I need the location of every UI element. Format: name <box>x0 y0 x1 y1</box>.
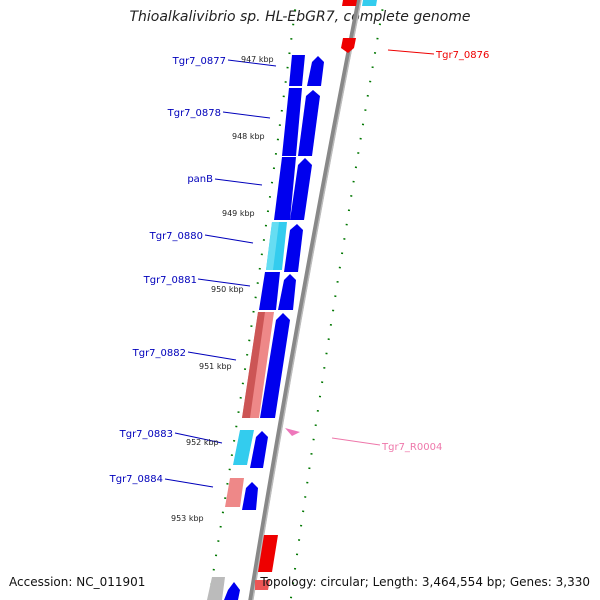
arrow-tgr7-0880 <box>284 224 303 272</box>
gene-block-tgr7-0876 <box>341 38 356 53</box>
gene-label[interactable]: Tgr7_0880 <box>149 231 203 242</box>
arrow-bottom <box>224 582 240 600</box>
gene-block-tgr7-0883 <box>233 430 254 465</box>
gene-block-panb <box>274 157 296 220</box>
genome-backbone <box>248 0 362 600</box>
genome-info: Topology: circular; Length: 3,464,554 bp… <box>260 575 590 589</box>
map-title: Thioalkalivibrio sp. HL-EbGR7, complete … <box>129 9 471 25</box>
label-leader-lines <box>164 49 435 488</box>
kbp-label: 948 kbp <box>232 132 265 141</box>
rna-marker-tgr7-r0004 <box>285 428 300 436</box>
kbp-label: 952 kbp <box>186 438 219 447</box>
gene-label[interactable]: Tgr7_0878 <box>167 108 221 119</box>
gene-block-tgr7-0884 <box>225 478 244 507</box>
arrow-panb <box>290 158 312 220</box>
gene-block-tgr7-0877 <box>289 55 305 86</box>
gene-label[interactable]: Tgr7_0881 <box>143 275 197 286</box>
arrow-tgr7-0882 <box>260 313 290 418</box>
accession-label: Accession: NC_011901 <box>9 575 146 589</box>
gene-labels: Tgr7_0877 Tgr7_0878 panB Tgr7_0880 Tgr7_… <box>109 50 490 485</box>
kbp-label: 949 kbp <box>222 209 255 218</box>
arrow-tgr7-0883 <box>250 431 268 468</box>
gene-label[interactable]: Tgr7_0884 <box>109 474 163 485</box>
arrow-tgr7-0884 <box>242 482 258 510</box>
kbp-label: 947 kbp <box>241 55 274 64</box>
gene-label[interactable]: Tgr7_0877 <box>172 56 226 67</box>
gene-label[interactable]: Tgr7_0876 <box>435 50 489 61</box>
kbp-label: 950 kbp <box>211 285 244 294</box>
gene-label[interactable]: Tgr7_R0004 <box>381 442 442 453</box>
gene-block-forward-bottom <box>258 535 278 572</box>
gene-label[interactable]: Tgr7_0883 <box>119 429 173 440</box>
reverse-strand-genes <box>207 55 305 600</box>
gene-block-tgr7-0881 <box>259 272 280 310</box>
kbp-labels: 947 kbp 948 kbp 949 kbp 950 kbp 951 kbp … <box>171 55 274 523</box>
gene-label[interactable]: Tgr7_0882 <box>132 348 186 359</box>
kbp-label: 951 kbp <box>199 362 232 371</box>
gene-label[interactable]: panB <box>187 174 213 185</box>
arrow-tgr7-0881 <box>278 274 296 310</box>
arrow-tgr7-0878 <box>298 90 320 156</box>
arrow-tgr7-0877 <box>307 56 324 86</box>
gene-block-tgr7-0878 <box>282 88 302 156</box>
strand-arrows <box>224 56 324 600</box>
kbp-label: 953 kbp <box>171 514 204 523</box>
gene-block-unlabeled <box>207 577 225 600</box>
